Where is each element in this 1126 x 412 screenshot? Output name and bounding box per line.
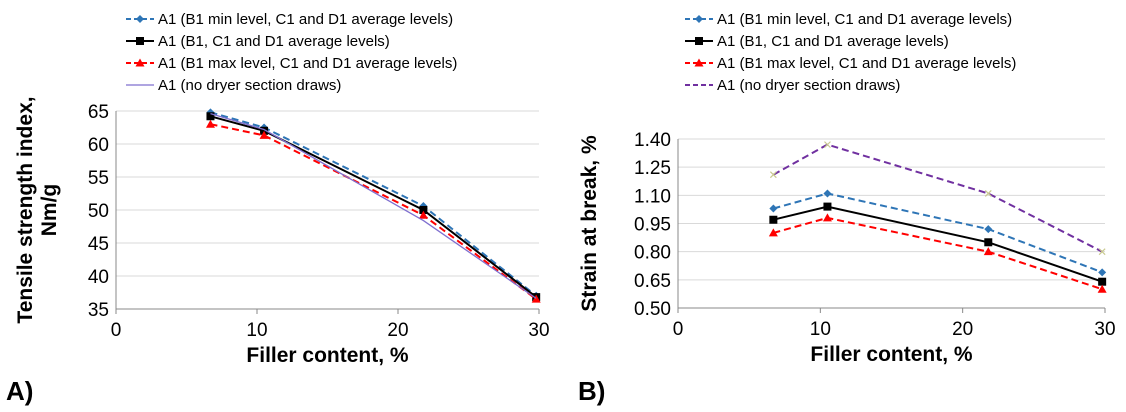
chart-a-xlabel: Filler content, % xyxy=(246,344,409,367)
chart-a-series-2-point xyxy=(205,119,215,128)
chart-a-ytick-label: 60 xyxy=(88,135,109,156)
chart-b-series-1-line xyxy=(773,205,1103,283)
chart-b-legend-2-marker xyxy=(694,58,704,67)
chart-b-xtick-label: 10 xyxy=(810,319,831,340)
chart-b-series-0-point xyxy=(769,204,778,213)
chart-b-xtick-label: 0 xyxy=(673,319,684,340)
chart-a-legend-1-marker xyxy=(136,37,144,45)
chart-a-legend-3-label: A1 (no dryer section draws) xyxy=(158,77,341,94)
chart-a-legend-1-label: A1 (B1, C1 and D1 average levels) xyxy=(158,33,390,50)
chart-b-series-3-point-stroke-2 xyxy=(1098,248,1106,256)
chart-a-series-2-point xyxy=(531,294,541,303)
chart-b-ytick-label: 1.10 xyxy=(634,186,671,207)
chart-a-legend-0-label: A1 (B1 min level, C1 and D1 average leve… xyxy=(158,11,453,28)
chart-b-series-3-line xyxy=(772,143,1103,253)
chart-b-series-2-point xyxy=(768,228,778,237)
chart-b-series-3-point xyxy=(1098,248,1106,256)
chart-b-series-0-line xyxy=(773,192,1103,274)
chart-a-xtick-label: 20 xyxy=(387,320,408,341)
chart-a-series-0-line xyxy=(210,111,537,297)
chart-b-ylabel: Strain at break, % xyxy=(578,135,601,312)
chart-b-series-1-point xyxy=(1098,277,1107,286)
chart-a: 35 40 45 50 55 60 65 0 10 20 30 Filler content, % Te… xyxy=(14,11,550,367)
chart-a-series-2-point xyxy=(259,130,269,139)
chart-b-legend-0-label: A1 (B1 min level, C1 and D1 average leve… xyxy=(717,11,1012,28)
chart-a-series-1-point xyxy=(260,126,269,135)
chart-b-series-1-point xyxy=(984,238,993,247)
panel-label-a: A) xyxy=(6,376,34,406)
chart-a-ylabel: Tensile strength index,Nm/g xyxy=(14,96,61,323)
chart-b-legend-3-label: A1 (no dryer section draws) xyxy=(717,77,900,94)
chart-a-series-1-point xyxy=(206,112,215,121)
chart-b-series-2-point xyxy=(822,213,832,222)
chart-b-ylabel-line: Strain at break, % xyxy=(578,135,601,312)
chart-b-series-3-point-stroke-2 xyxy=(824,141,831,149)
chart-a-series-2-line xyxy=(210,123,537,300)
chart-b-series-1-point xyxy=(823,202,832,211)
chart-b-legend-2-label: A1 (B1 max level, C1 and D1 average leve… xyxy=(717,55,1016,72)
chart-b-series-2-point xyxy=(983,247,993,256)
chart-a-series-3-line xyxy=(210,112,537,299)
chart-b-series-3-point-stroke-2 xyxy=(984,190,992,197)
chart-b-xtick-label: 30 xyxy=(1094,319,1115,340)
chart-a-ytick-label: 45 xyxy=(88,234,109,255)
chart-b-ytick-label: 1.25 xyxy=(634,158,671,179)
chart-a-ytick-label: 50 xyxy=(88,201,109,222)
chart-b-ytick-label: 0.80 xyxy=(634,243,671,264)
chart-a-legend-0-marker xyxy=(136,15,144,23)
chart-b-ytick-label: 0.50 xyxy=(634,299,671,320)
chart-b-series-3-point-stroke-2 xyxy=(769,171,777,179)
chart-a-xtick-label: 30 xyxy=(528,320,549,341)
chart-b-series-3-point xyxy=(769,171,777,179)
chart-b-legend-1-label: A1 (B1, C1 and D1 average levels) xyxy=(717,33,949,50)
chart-b-ytick-label: 1.40 xyxy=(634,130,671,151)
chart-a-ytick-label: 65 xyxy=(88,102,109,123)
chart-a-ylabel-line: Nm/g xyxy=(38,184,61,237)
chart-a-series-2-point xyxy=(418,210,428,219)
chart-b: 0.50 0.65 0.80 0.95 1.10 1.25 1.40 0 10 20 30 Fille… xyxy=(578,11,1116,366)
chart-b-xtick-label: 20 xyxy=(952,319,973,340)
chart-b-series-0-point xyxy=(823,189,832,198)
chart-a-legend-2-label: A1 (B1 max level, C1 and D1 average leve… xyxy=(158,55,457,72)
chart-a-series-1-point xyxy=(419,206,428,214)
chart-b-series-0-point xyxy=(984,225,993,234)
chart-a-legend-2-marker xyxy=(135,58,145,67)
chart-a-xtick-label: 10 xyxy=(246,320,267,341)
chart-a-ytick-label: 55 xyxy=(88,168,109,189)
chart-a-ytick-label: 35 xyxy=(88,300,109,321)
chart-b-legend-0-marker xyxy=(695,15,703,23)
panel-label-b: B) xyxy=(578,376,606,406)
chart-b-series-0-point xyxy=(1098,268,1107,277)
chart-b-series-3-point xyxy=(824,141,831,149)
chart-b-xlabel: Filler content, % xyxy=(810,343,973,366)
chart-b-series-3-point xyxy=(984,190,992,197)
chart-b-ytick-label: 0.65 xyxy=(634,271,671,292)
chart-a-xtick-label: 0 xyxy=(111,320,122,341)
chart-b-legend-1-marker xyxy=(695,37,703,45)
chart-b-series-2-point xyxy=(1097,284,1107,293)
chart-b-series-1-point xyxy=(769,215,778,224)
chart-b-series-2-line xyxy=(773,216,1103,291)
chart-a-series-1-line xyxy=(210,115,537,298)
chart-a-ylabel-line: Tensile strength index, xyxy=(14,96,37,323)
chart-b-ytick-label: 0.95 xyxy=(634,215,671,236)
chart-a-ytick-label: 40 xyxy=(88,267,109,288)
